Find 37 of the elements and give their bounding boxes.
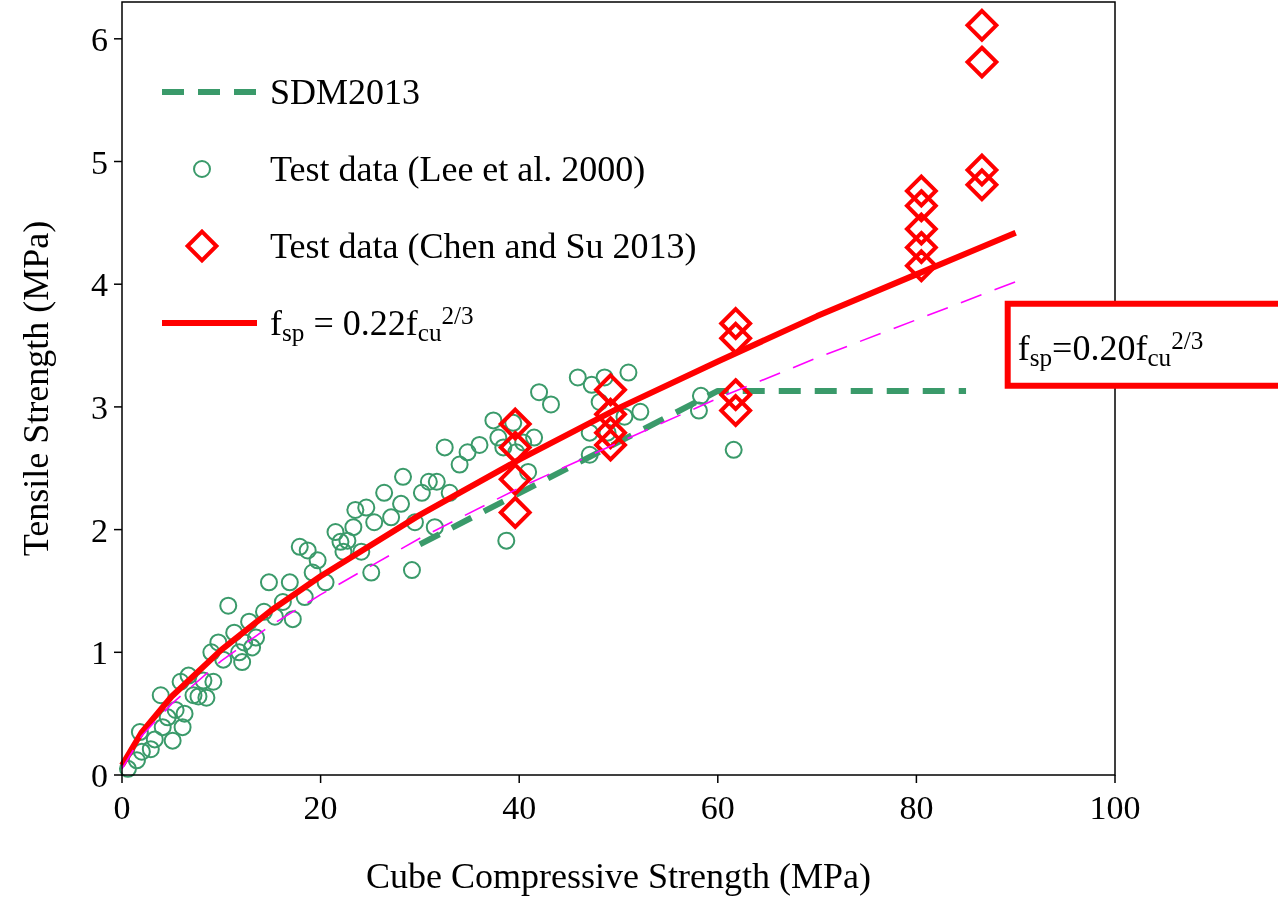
x-tick-label: 60: [700, 789, 735, 826]
x-tick-label: 40: [502, 789, 537, 826]
point: [719, 394, 753, 427]
point: [719, 307, 753, 340]
y-tick-label: 0: [91, 757, 108, 794]
y-tick-label: 3: [91, 388, 108, 426]
y-tick-label: 2: [91, 511, 108, 549]
point: [498, 431, 532, 464]
point: [594, 416, 627, 450]
point: [594, 397, 627, 431]
point: [965, 153, 999, 187]
point: [594, 428, 627, 462]
legend-label: SDM2013: [270, 72, 421, 112]
x-tick-label: 20: [303, 789, 338, 826]
point: [719, 378, 753, 412]
y-tick-label: 1: [91, 634, 108, 672]
y-tick-label: 4: [91, 266, 108, 304]
x-tick-label: 80: [899, 789, 934, 826]
point: [965, 45, 999, 79]
point: [965, 8, 999, 42]
x-axis-title: Cube Compressive Strength (MPa): [366, 856, 871, 896]
y-tick-label: 5: [91, 143, 108, 181]
point: [498, 462, 532, 496]
legend-label: Test data (Chen and Su 2013): [270, 226, 697, 266]
point: [498, 496, 532, 529]
point: [965, 168, 999, 202]
point: [498, 407, 532, 441]
legend-label: Test data (Lee et al. 2000): [270, 149, 646, 189]
x-tick-label: 100: [1089, 789, 1141, 826]
point: [594, 373, 627, 407]
y-axis-title: Tensile Strength (MPa): [16, 220, 56, 557]
point: [904, 249, 938, 283]
point: [904, 174, 938, 208]
y-tick-label: 6: [91, 20, 108, 58]
point: [904, 231, 938, 264]
point: [904, 189, 938, 223]
point: [904, 212, 938, 246]
